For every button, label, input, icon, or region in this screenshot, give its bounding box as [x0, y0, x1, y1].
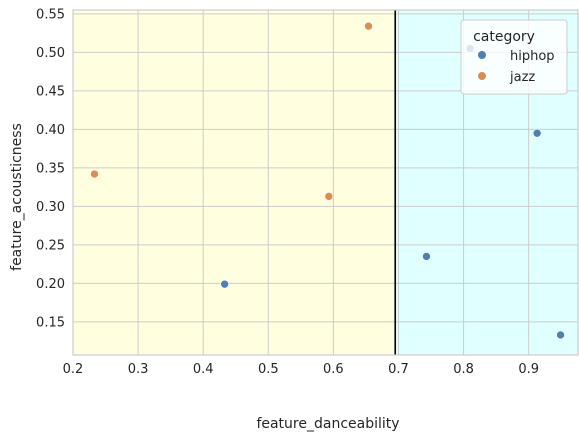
y-tick-label-8: 0.55 — [36, 7, 65, 22]
legend-marker-hiphop — [478, 51, 486, 59]
y-tick-label-5: 0.40 — [36, 123, 65, 138]
point-hiphop-3 — [220, 279, 229, 289]
legend-title: category — [473, 29, 535, 45]
point-hiphop-1 — [532, 128, 542, 138]
point-jazz-0 — [364, 21, 373, 31]
legend-label-jazz: jazz — [509, 70, 535, 85]
legend-marker-jazz — [478, 72, 486, 80]
x-axis-title: feature_danceability — [256, 416, 399, 432]
x-tick-label-0: 0.2 — [63, 362, 84, 377]
x-tick-label-4: 0.6 — [323, 362, 344, 377]
y-tick-label-3: 0.30 — [36, 200, 65, 215]
x-tick-label-2: 0.4 — [193, 362, 214, 377]
y-tick-label-1: 0.20 — [36, 277, 65, 292]
point-hiphop-2 — [422, 252, 431, 261]
y-tick-label-2: 0.25 — [36, 238, 65, 253]
point-jazz-1 — [90, 169, 99, 179]
plot-frame — [72, 9, 579, 356]
y-tick-label-7: 0.50 — [36, 46, 65, 61]
y-tick-label-0: 0.15 — [36, 315, 65, 330]
legend: category hiphop jazz — [460, 19, 568, 95]
y-tick-label-6: 0.45 — [36, 84, 65, 99]
point-hiphop-4 — [556, 330, 565, 340]
legend-label-hiphop: hiphop — [510, 49, 555, 64]
point-jazz-2 — [324, 192, 334, 201]
y-tick-label-4: 0.35 — [36, 161, 65, 176]
x-tick-label-1: 0.3 — [128, 362, 149, 377]
y-axis-title: feature_acousticness — [9, 123, 25, 271]
x-tick-label-3: 0.5 — [258, 362, 279, 377]
legend-box — [460, 19, 568, 95]
x-tick-label-5: 0.7 — [388, 362, 409, 377]
x-tick-label-7: 0.9 — [518, 362, 539, 377]
region-0 — [73, 10, 396, 355]
x-tick-label-6: 0.8 — [453, 362, 474, 377]
